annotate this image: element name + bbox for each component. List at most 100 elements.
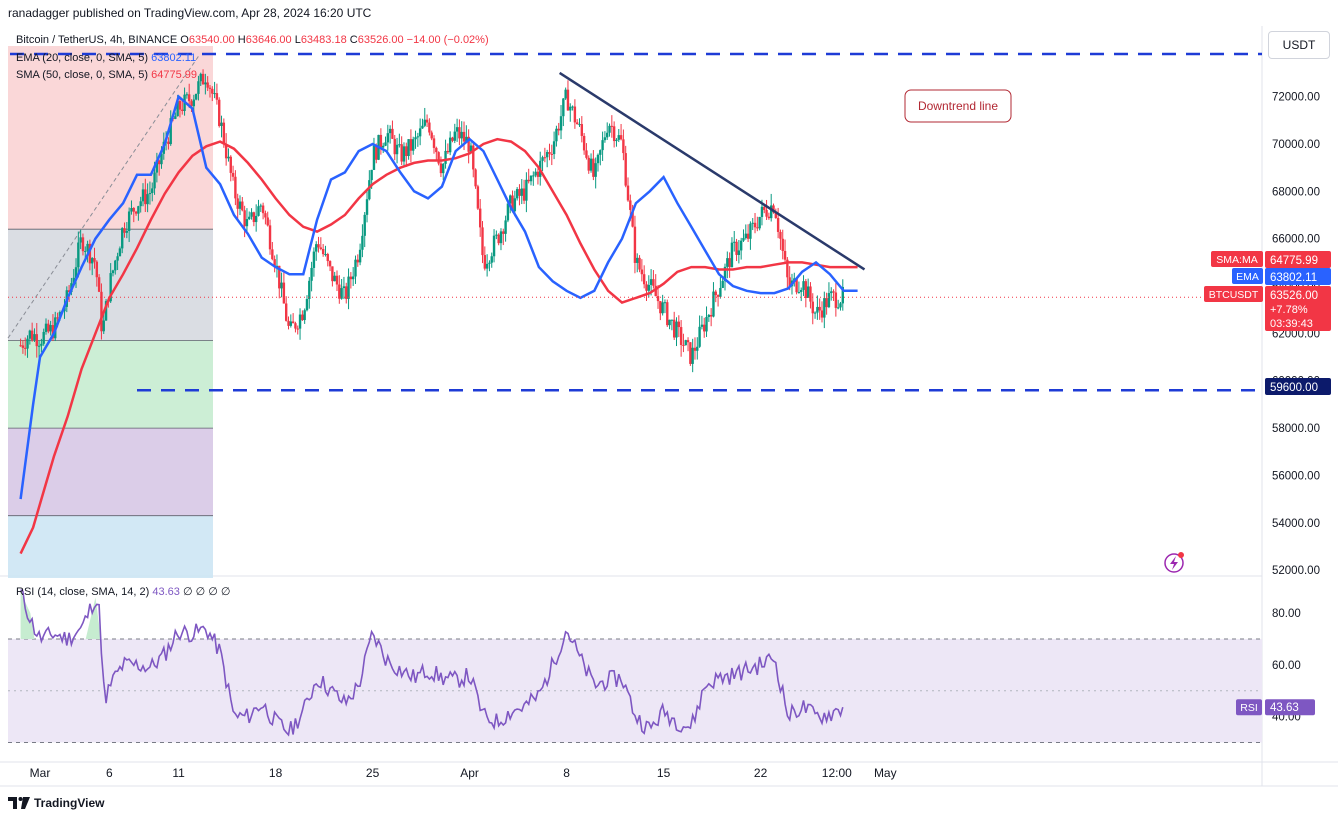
candle-down (788, 277, 791, 287)
candle-down (261, 205, 265, 214)
rsi-value-tag (1265, 699, 1315, 716)
candle-down (735, 241, 738, 255)
price-tag-badge (1211, 251, 1263, 267)
rsi-overbought-fill (85, 597, 101, 639)
candle-up (384, 142, 387, 146)
candle-up (116, 256, 119, 261)
candle-up (816, 306, 819, 313)
candle-up (176, 101, 179, 117)
candle-down (178, 101, 182, 110)
candle-down (659, 301, 662, 314)
candle-down (786, 259, 789, 278)
candle-down (527, 179, 530, 182)
candle-up (398, 144, 401, 146)
candle-up (733, 241, 736, 243)
candle-down (35, 334, 38, 347)
candle-down (633, 226, 637, 263)
rsi-band (8, 638, 1262, 743)
candle-up (238, 201, 242, 209)
candle-up (248, 216, 251, 220)
candle-down (437, 152, 440, 164)
candle-down (642, 274, 646, 285)
footer-brand[interactable]: TradingView (8, 796, 104, 810)
candle-down (783, 250, 787, 260)
candle-down (234, 176, 237, 199)
candle-up (529, 175, 533, 182)
candle-down (580, 124, 584, 136)
candle-down (825, 298, 828, 308)
candle-up (37, 345, 41, 347)
candle-down (703, 324, 706, 332)
candle-up (109, 273, 112, 302)
candle-down (21, 345, 25, 348)
candle-up (534, 171, 537, 176)
sma-value: 64775.99 (151, 69, 198, 81)
candle-up (696, 346, 699, 351)
candle-up (675, 321, 678, 338)
currency-button[interactable]: USDT (1268, 31, 1330, 59)
candle-down (229, 156, 232, 173)
candle-up (661, 302, 664, 314)
candle-up (388, 128, 392, 134)
candle-down (458, 127, 461, 139)
candle-down (781, 238, 784, 251)
candle-up (603, 137, 607, 141)
price-tag (1265, 268, 1331, 285)
candle-up (365, 199, 369, 215)
ohlc-low-label: L (294, 34, 301, 46)
candle-up (402, 146, 406, 162)
candle-down (273, 259, 276, 268)
candle-up (298, 314, 302, 329)
candle-down (746, 233, 750, 239)
candle-up (358, 249, 362, 263)
candle-down (379, 134, 383, 148)
candle-down (624, 153, 627, 186)
candle-down (338, 284, 341, 299)
candle-up (148, 193, 152, 195)
candle-down (497, 234, 500, 244)
candle-up (310, 267, 313, 281)
candle-down (638, 257, 641, 270)
candle-down (804, 281, 808, 298)
sma-legend[interactable]: SMA (50, close, 0, SMA, 5) 64775.99 (16, 69, 197, 81)
candle-up (506, 203, 510, 221)
candle-down (56, 317, 59, 319)
candle-up (636, 257, 639, 263)
ema-20-line (19, 94, 858, 500)
candle-down (291, 321, 295, 324)
candle-up (141, 189, 145, 202)
tradingview-logo-icon (8, 797, 30, 809)
candle-down (405, 146, 408, 157)
candle-down (587, 157, 590, 171)
candle-down (511, 195, 514, 212)
candle-up (245, 219, 249, 227)
candle-up (698, 326, 701, 347)
price-tag-label: EMA (1236, 271, 1259, 283)
alert-flash-icon[interactable] (1164, 552, 1184, 573)
candle-down (356, 259, 359, 263)
candle-up (830, 291, 833, 294)
candle-down (144, 189, 147, 205)
candle-up (823, 298, 826, 318)
candle-down (67, 290, 71, 293)
candle-down (400, 144, 403, 162)
candle-up (448, 137, 452, 153)
ema-legend[interactable]: EMA (20, close, 0, SMA, 5) 63802.11 (16, 52, 196, 64)
rsi-legend[interactable]: RSI (14, close, SMA, 14, 2) 43.63 ∅ ∅ ∅ … (16, 585, 230, 598)
candle-up (444, 150, 447, 164)
candle-down (190, 101, 193, 107)
downtrend-line (558, 71, 866, 271)
candle-down (206, 82, 209, 88)
candle-down (693, 347, 697, 351)
candle-down (51, 325, 55, 339)
candle-down (349, 276, 353, 280)
candle-up (139, 201, 142, 207)
candle-down (208, 87, 212, 89)
candle-up (418, 128, 422, 137)
candle-down (446, 150, 450, 153)
candle-up (42, 331, 45, 344)
candle-up (719, 287, 722, 297)
candle-up (423, 119, 426, 126)
candle-up (259, 205, 262, 207)
